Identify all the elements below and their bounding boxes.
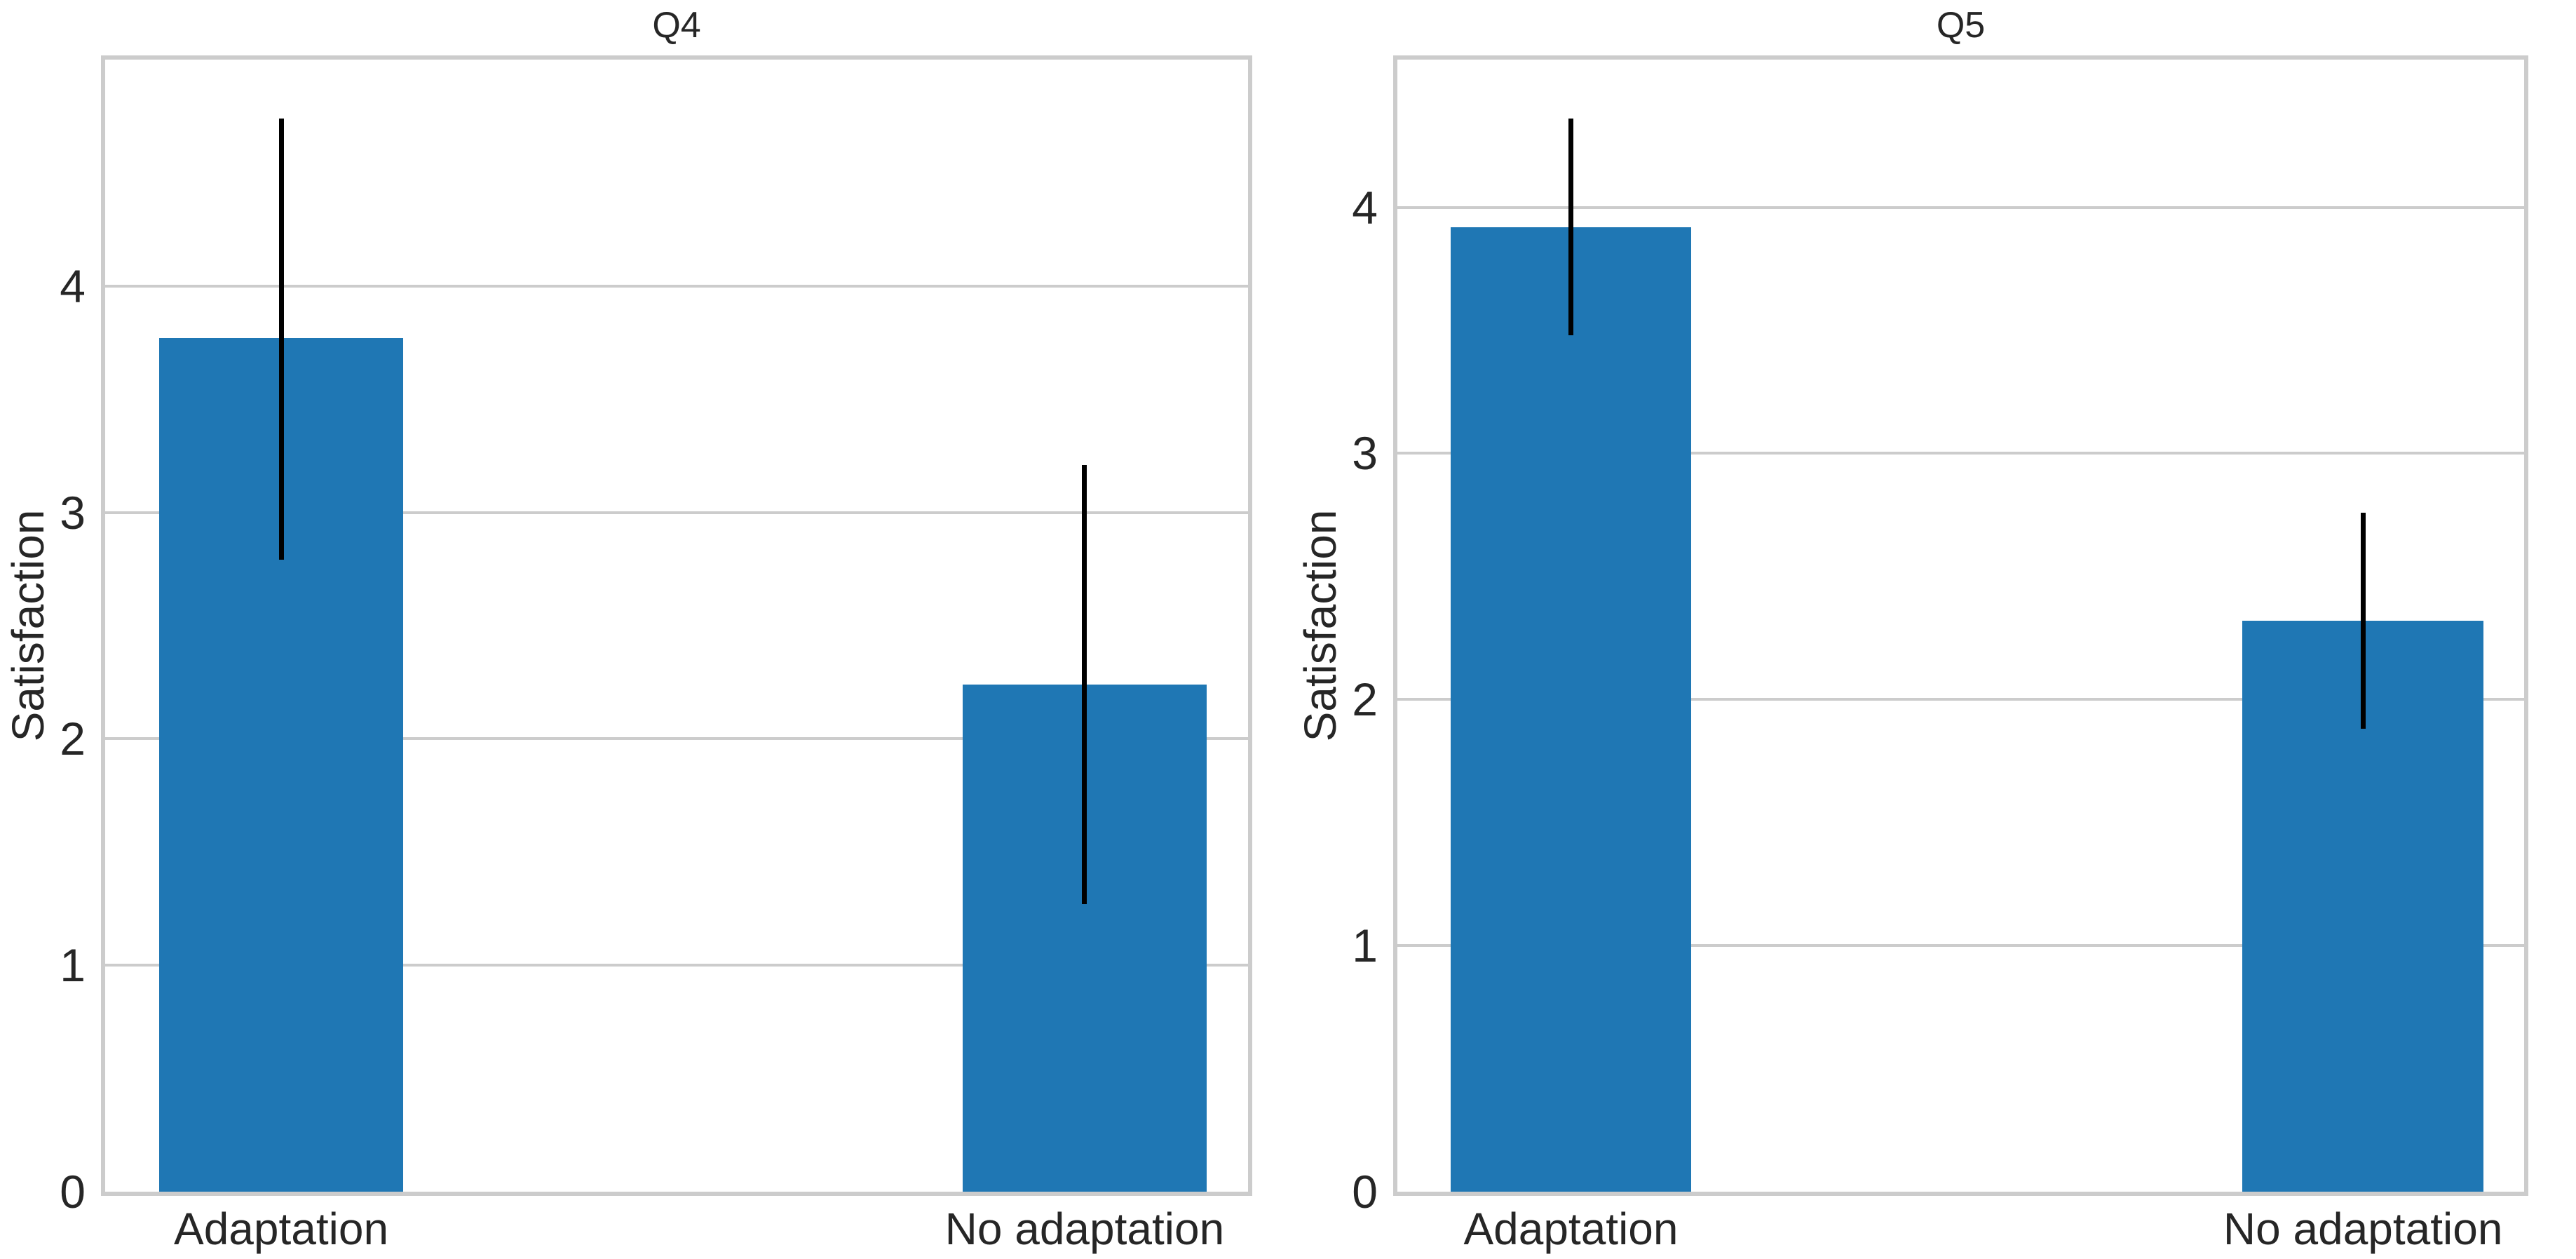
gridline [105, 964, 1248, 967]
error-bar [1082, 464, 1087, 905]
gridline [1397, 698, 2524, 701]
gridline [1397, 452, 2524, 455]
y-tick-label: 0 [60, 1166, 86, 1218]
x-tick-label: Adaptation [174, 1204, 389, 1254]
gridline [105, 737, 1248, 741]
y-tick-label: 3 [1352, 427, 1378, 480]
y-tick-label: 1 [60, 939, 86, 992]
gridline [1397, 944, 2524, 948]
y-tick-label: 0 [1352, 1166, 1378, 1218]
gridline [1397, 206, 2524, 209]
bar-adaptation [1450, 227, 1692, 1192]
x-tick-label: Adaptation [1463, 1204, 1679, 1254]
y-tick-label: 4 [60, 260, 86, 312]
plot-area [1393, 55, 2528, 1196]
y-tick-label: 3 [60, 486, 86, 539]
subplot-title: Q5 [1936, 5, 1986, 46]
gridline [105, 284, 1248, 288]
y-tick-label: 4 [1352, 181, 1378, 234]
error-bar [2360, 512, 2366, 729]
error-bar [1568, 119, 1573, 335]
y-tick-label: 2 [60, 713, 86, 765]
y-tick-label: 2 [1352, 673, 1378, 726]
subplot-title: Q4 [652, 5, 701, 46]
plot-area [101, 55, 1252, 1196]
gridline [105, 511, 1248, 514]
y-axis-label: Satisfaction [1295, 509, 1345, 742]
error-bar [278, 118, 284, 560]
x-tick-label: No adaptation [944, 1204, 1225, 1254]
y-tick-label: 1 [1352, 920, 1378, 972]
x-tick-label: No adaptation [2223, 1204, 2503, 1254]
